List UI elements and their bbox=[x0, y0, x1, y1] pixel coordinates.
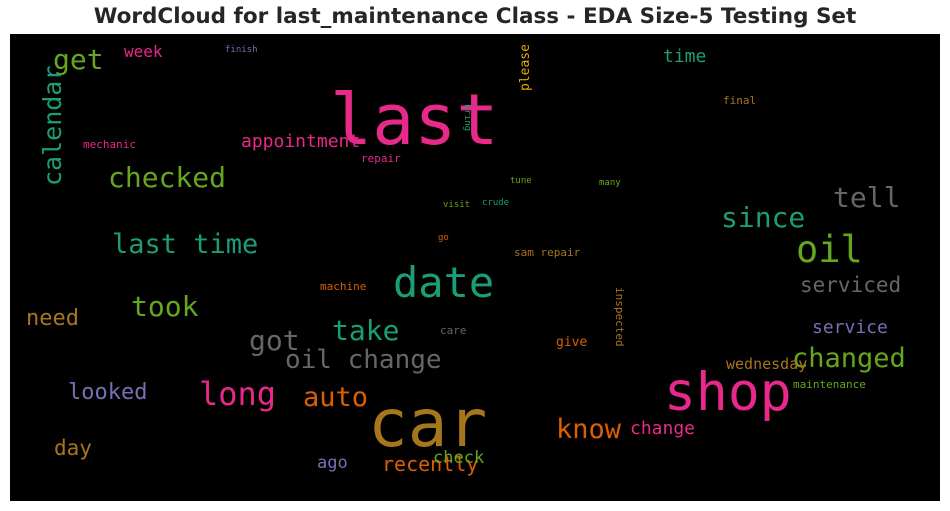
word-bring: bring bbox=[462, 104, 472, 132]
word-oil-change: oil change bbox=[285, 345, 442, 375]
word-visit: many bbox=[599, 178, 621, 188]
word-took: took bbox=[131, 290, 199, 323]
word-many: care bbox=[440, 324, 467, 337]
word-checked: checked bbox=[108, 161, 227, 194]
word-car: car bbox=[368, 385, 488, 462]
word-ago: recently bbox=[382, 452, 479, 476]
word-machine: maintenance bbox=[793, 378, 866, 391]
word-looked: calendar bbox=[38, 65, 67, 186]
word-oil: oil bbox=[796, 228, 863, 271]
word-serviced: day bbox=[54, 436, 92, 460]
word-need: looked bbox=[68, 380, 148, 405]
word-got: got bbox=[249, 324, 300, 357]
word-week: time bbox=[663, 46, 707, 67]
word-sam-repair: final bbox=[723, 94, 757, 107]
word-check: ago bbox=[317, 453, 348, 473]
word-finish: go bbox=[438, 233, 449, 243]
word-go: inspected bbox=[613, 287, 626, 347]
word-know: know bbox=[556, 414, 622, 445]
word-inspected: finish bbox=[225, 45, 258, 55]
word-shop: shop bbox=[664, 362, 792, 423]
word-repair: please bbox=[518, 44, 533, 91]
word-last: last bbox=[330, 79, 499, 161]
word-long: long bbox=[199, 375, 277, 413]
word-change: serviced bbox=[800, 273, 902, 297]
word-auto: auto bbox=[303, 382, 369, 413]
word-care: mechanic bbox=[83, 138, 136, 151]
word-appointment: change bbox=[630, 418, 696, 439]
word-final: give bbox=[556, 335, 588, 350]
word-calendar: visit bbox=[443, 200, 471, 210]
word-since: since bbox=[721, 201, 806, 234]
word-date: date bbox=[393, 258, 495, 307]
word-wednesday: week bbox=[124, 42, 163, 61]
word-give: wednesday bbox=[726, 355, 808, 373]
word-tune: machine bbox=[320, 280, 367, 293]
word-time: service bbox=[812, 317, 888, 338]
word-changed: changed bbox=[792, 343, 906, 374]
word-service: check bbox=[433, 448, 485, 468]
word-mechanic: sam repair bbox=[514, 246, 581, 259]
word-please: crude bbox=[482, 198, 510, 208]
word-get: get bbox=[53, 43, 104, 76]
word-day: need bbox=[26, 306, 79, 331]
word-take: take bbox=[332, 314, 400, 347]
word-crude: tune bbox=[510, 176, 532, 186]
word-last-time: last time bbox=[112, 229, 259, 260]
word-tell: tell bbox=[833, 181, 901, 214]
word-maintenance: repair bbox=[361, 152, 401, 165]
word-recently: appointment bbox=[241, 131, 361, 152]
wordcloud-canvas: last car shop date oil oil change checke… bbox=[10, 34, 940, 501]
chart-title: WordCloud for last_maintenance Class - E… bbox=[93, 4, 857, 29]
